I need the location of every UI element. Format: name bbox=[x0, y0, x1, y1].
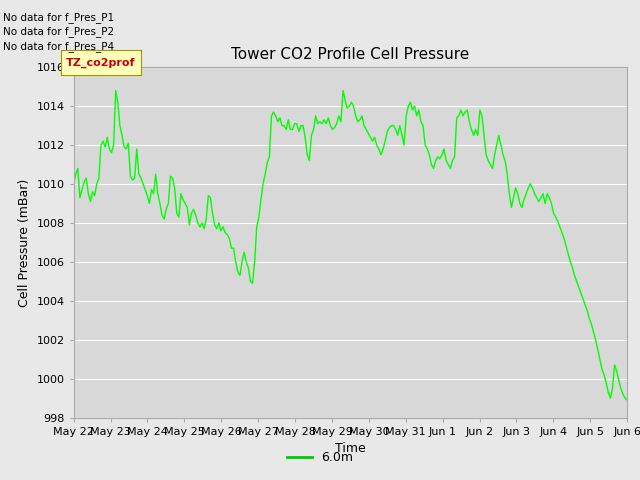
X-axis label: Time: Time bbox=[335, 442, 366, 455]
Title: Tower CO2 Profile Cell Pressure: Tower CO2 Profile Cell Pressure bbox=[231, 47, 470, 62]
Text: No data for f_Pres_P2: No data for f_Pres_P2 bbox=[3, 26, 115, 37]
Text: No data for f_Pres_P1: No data for f_Pres_P1 bbox=[3, 12, 115, 23]
Y-axis label: Cell Pressure (mBar): Cell Pressure (mBar) bbox=[18, 178, 31, 307]
Legend: 6.0m: 6.0m bbox=[282, 446, 358, 469]
Text: TZ_co2prof: TZ_co2prof bbox=[66, 58, 136, 68]
Text: No data for f_Pres_P4: No data for f_Pres_P4 bbox=[3, 41, 115, 52]
